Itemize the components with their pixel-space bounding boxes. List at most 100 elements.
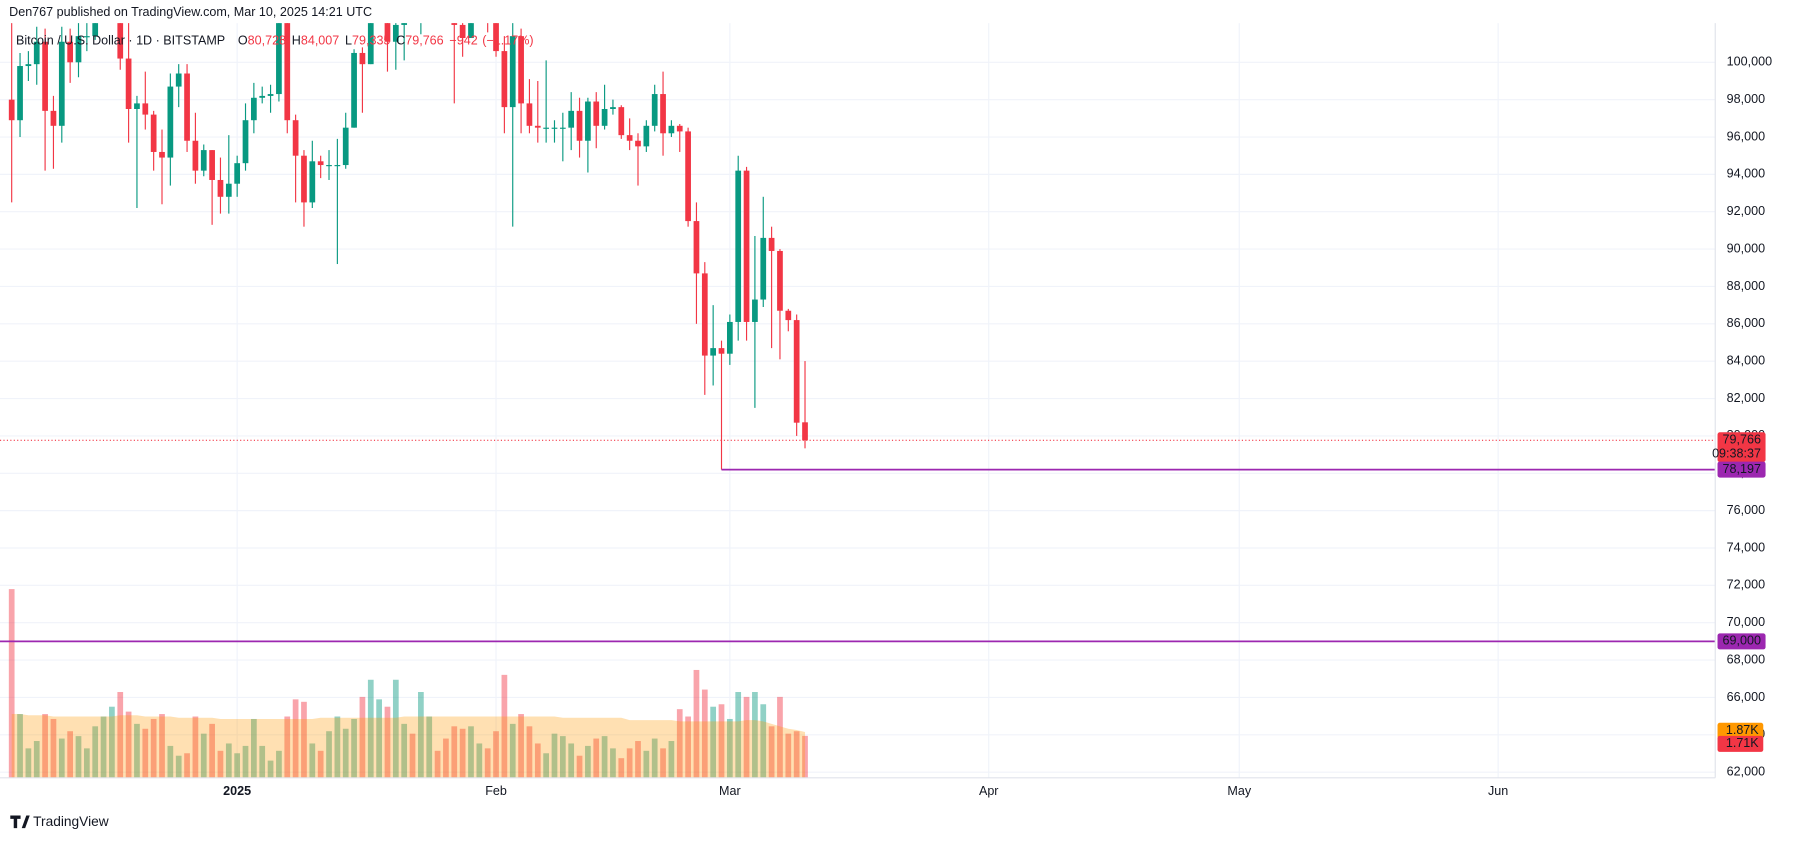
volume-bar bbox=[426, 716, 433, 778]
candle-body bbox=[726, 321, 733, 354]
volume-bar bbox=[309, 743, 316, 778]
candle-body bbox=[735, 170, 742, 322]
symbol-legend: Bitcoin / U.S. Dollar · 1D · BITSTAMP O8… bbox=[16, 34, 534, 48]
y-tick-label: 72,000 bbox=[1727, 578, 1765, 592]
candle-body bbox=[17, 66, 23, 121]
volume-bar bbox=[75, 736, 82, 778]
axis-layer: 62,00064,00066,00068,00070,00072,00074,0… bbox=[223, 55, 1772, 798]
volume-bar bbox=[576, 755, 583, 778]
volume-label-box bbox=[1717, 735, 1764, 752]
candle-body bbox=[342, 127, 349, 166]
volume-bar bbox=[668, 741, 675, 778]
candle-body bbox=[760, 237, 767, 300]
legend-value: 84,007 bbox=[301, 34, 339, 48]
candle-body bbox=[518, 36, 524, 104]
volume-ma-label: 1.87K bbox=[1726, 723, 1759, 737]
volume-bar bbox=[710, 706, 717, 778]
volume-bar bbox=[777, 696, 783, 778]
candle-body bbox=[359, 52, 366, 65]
volume-bar bbox=[376, 699, 382, 778]
volume-bar bbox=[209, 723, 215, 778]
x-tick-label: Apr bbox=[979, 784, 999, 798]
y-tick-label: 62,000 bbox=[1727, 764, 1765, 778]
candle-body bbox=[8, 99, 15, 121]
x-tick-label: Feb bbox=[485, 784, 507, 798]
volume-bar bbox=[17, 714, 23, 778]
y-tick-label: 86,000 bbox=[1727, 316, 1765, 330]
legend-key: H bbox=[292, 34, 301, 48]
volume-bar bbox=[242, 745, 249, 778]
volume-bar bbox=[175, 755, 182, 778]
candle-body bbox=[50, 110, 57, 126]
candle-body bbox=[175, 73, 182, 87]
candle-body bbox=[635, 140, 641, 147]
volume-bar bbox=[342, 728, 349, 778]
candle-body bbox=[610, 107, 616, 109]
volume-bar bbox=[735, 692, 742, 778]
y-tick-label: 68,000 bbox=[1727, 652, 1765, 666]
volume-bar bbox=[125, 711, 132, 778]
y-tick-label: 70,000 bbox=[1727, 615, 1765, 629]
volume-bar bbox=[760, 704, 767, 778]
volume-bar bbox=[301, 701, 307, 778]
volume-bar bbox=[67, 731, 74, 778]
volume-bar bbox=[568, 743, 575, 778]
legend-value: 80,728 bbox=[248, 34, 286, 48]
volume-bar bbox=[184, 753, 190, 778]
volume-bar bbox=[802, 735, 808, 778]
candle-body bbox=[676, 125, 683, 132]
volume-bar bbox=[225, 743, 232, 778]
volume-bar bbox=[384, 706, 391, 778]
volume-bar bbox=[451, 726, 458, 778]
x-tick-label: Mar bbox=[719, 784, 741, 798]
volume-bar bbox=[292, 699, 299, 778]
volume-bar bbox=[392, 679, 399, 778]
volume-bar bbox=[468, 726, 474, 778]
legend-change-pct: (−1.17%) bbox=[482, 34, 533, 48]
ohlc-legend: O80,728 H84,007 L79,335 C79,766 −942 (−1.17%) bbox=[238, 34, 534, 48]
volume-bar bbox=[593, 738, 600, 778]
y-tick-label: 98,000 bbox=[1727, 92, 1765, 106]
y-tick-label: 82,000 bbox=[1727, 391, 1765, 405]
volume-bar bbox=[559, 736, 566, 778]
volume-label: 1.71K bbox=[1726, 736, 1759, 750]
candle-body bbox=[83, 36, 90, 38]
footer-brand: TradingView bbox=[33, 814, 109, 829]
volume-bar bbox=[626, 748, 633, 778]
volume-bar bbox=[8, 589, 15, 778]
candle-body bbox=[593, 101, 600, 126]
legend-change: −942 bbox=[449, 34, 477, 48]
candle-body bbox=[384, 23, 391, 42]
y-tick-label: 76,000 bbox=[1727, 503, 1765, 517]
candle-body bbox=[125, 58, 132, 109]
volume-bar bbox=[459, 728, 466, 778]
candle-body bbox=[326, 165, 332, 167]
y-tick-label: 84,000 bbox=[1727, 354, 1765, 368]
volume-bar bbox=[635, 741, 641, 778]
volume-bar bbox=[50, 718, 57, 778]
candle-body bbox=[651, 94, 658, 126]
candle-body bbox=[585, 101, 591, 141]
candle-body bbox=[33, 41, 40, 65]
legend-key: L bbox=[345, 34, 352, 48]
volume-bar bbox=[601, 736, 608, 778]
price-label: 69,000 bbox=[1723, 634, 1761, 648]
grid-layer bbox=[0, 23, 1716, 778]
volume-bar bbox=[701, 689, 708, 778]
price-line-layer bbox=[0, 439, 1716, 643]
volume-bar bbox=[685, 716, 691, 778]
candle-body bbox=[509, 36, 516, 108]
volume-bar bbox=[284, 716, 291, 778]
candle-body bbox=[117, 23, 124, 59]
x-tick-label: Jun bbox=[1488, 784, 1508, 798]
volume-bar bbox=[276, 750, 282, 778]
volume-bar bbox=[33, 741, 40, 778]
volume-bar bbox=[217, 750, 224, 778]
volume-bar bbox=[693, 669, 700, 778]
volume-bar bbox=[326, 731, 332, 778]
legend-value: 79,766 bbox=[405, 34, 443, 48]
candle-body bbox=[643, 125, 650, 147]
volume-bar bbox=[793, 731, 800, 778]
candle-body bbox=[317, 161, 324, 166]
volume-bar bbox=[251, 718, 257, 778]
